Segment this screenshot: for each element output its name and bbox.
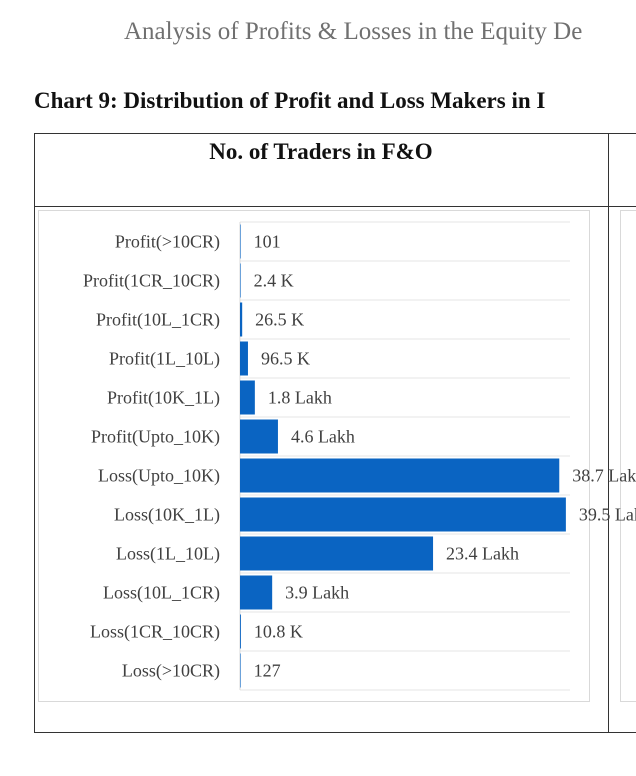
category-label: Loss(1CR_10CR) <box>90 622 220 643</box>
category-label: Profit(1L_10L) <box>109 349 220 370</box>
bar <box>240 224 241 259</box>
bar <box>240 536 434 571</box>
bar <box>240 419 278 454</box>
data-label: 39.5 Lakh <box>579 505 636 525</box>
category-label: Loss(10L_1CR) <box>103 583 220 604</box>
bar <box>240 614 241 649</box>
document-running-header: Analysis of Profits & Losses in the Equi… <box>124 18 583 45</box>
adjacent-chart-border <box>620 210 636 702</box>
category-label: Profit(1CR_10CR) <box>83 271 220 292</box>
data-label: 3.9 Lakh <box>285 583 349 603</box>
table-header-cell: No. of Traders in F&O <box>209 139 433 164</box>
data-label: 4.6 Lakh <box>291 427 355 447</box>
table-column-divider <box>608 133 609 733</box>
data-label: 26.5 K <box>255 310 304 330</box>
data-label: 127 <box>254 661 281 681</box>
bar <box>240 380 255 415</box>
category-label: Loss(1L_10L) <box>116 544 220 565</box>
data-label: 38.7 Lakh <box>572 466 636 486</box>
category-label: Profit(10K_1L) <box>107 388 220 409</box>
data-label: 96.5 K <box>261 349 310 369</box>
table-header-divider <box>34 206 636 207</box>
chart-area-border <box>38 210 590 702</box>
category-label: Profit(Upto_10K) <box>91 427 220 448</box>
bar <box>240 341 248 376</box>
data-label: 101 <box>254 232 281 252</box>
data-label: 23.4 Lakh <box>446 544 519 564</box>
chart-caption: Chart 9: Distribution of Profit and Loss… <box>34 88 546 113</box>
table-frame <box>34 133 636 733</box>
data-label: 2.4 K <box>254 271 294 291</box>
category-label: Profit(10L_1CR) <box>96 310 220 331</box>
data-label: 1.8 Lakh <box>268 388 332 408</box>
bar <box>240 302 243 337</box>
category-label: Profit(>10CR) <box>115 232 220 253</box>
bar <box>240 458 560 493</box>
category-label: Loss(>10CR) <box>122 661 220 682</box>
bar <box>240 497 566 532</box>
bar <box>240 575 273 610</box>
data-label: 10.8 K <box>254 622 303 642</box>
bar <box>240 653 241 688</box>
category-label: Loss(Upto_10K) <box>98 466 220 487</box>
category-label: Loss(10K_1L) <box>114 505 220 526</box>
bar <box>240 263 241 298</box>
